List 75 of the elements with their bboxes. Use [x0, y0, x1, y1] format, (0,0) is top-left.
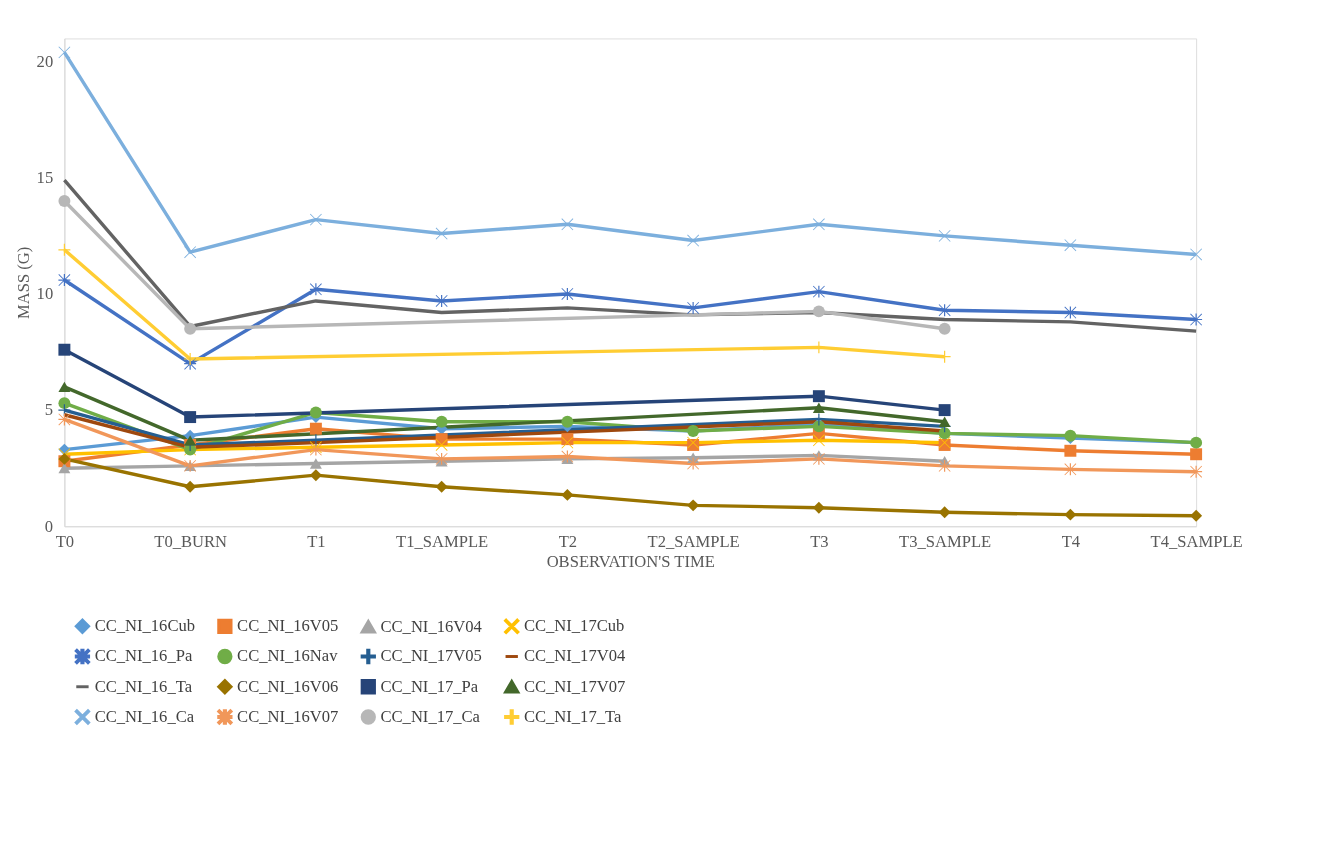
point [184, 353, 197, 365]
point [938, 404, 951, 417]
point [812, 434, 825, 447]
x-tick-label: T3_SAMPLE [899, 532, 992, 552]
legend-label: CC_NI_16V07 [237, 706, 339, 726]
y-tick-label: 0 [44, 516, 54, 536]
legend-label: CC_NI_17V05 [380, 646, 482, 666]
point [309, 458, 322, 469]
x-tick-label: T4_SAMPLE [1150, 532, 1243, 552]
point [1190, 509, 1203, 522]
point [938, 506, 951, 519]
point [938, 229, 951, 242]
point [561, 488, 574, 501]
point [184, 322, 197, 335]
legend-label: CC_NI_17V04 [523, 646, 626, 666]
point [309, 213, 322, 226]
point [58, 195, 71, 208]
point [184, 435, 197, 446]
point [58, 463, 71, 474]
y-tick-label: 10 [36, 284, 54, 304]
point [435, 438, 448, 451]
point [561, 287, 574, 300]
point [812, 285, 825, 298]
legend-label: CC_NI_16Nav [237, 646, 339, 666]
x-axis-title: OBSERVATION'S TIME [546, 551, 715, 571]
point [58, 274, 71, 286]
point [1190, 448, 1203, 461]
point [1190, 465, 1203, 478]
x-tick-label: T0_BURN [154, 532, 228, 552]
point [812, 402, 825, 413]
point [938, 322, 951, 335]
point [58, 343, 71, 356]
x-tick-label: T2 [558, 532, 578, 552]
legend-label: CC_NI_16V06 [237, 676, 339, 696]
y-axis-title: MASS (G) [13, 246, 33, 319]
legend-label: CC_NI_17V07 [523, 676, 626, 696]
x-tick-label: T1 [307, 532, 326, 552]
point [687, 457, 700, 470]
point [687, 234, 700, 247]
y-tick-label: 5 [44, 400, 54, 420]
point [561, 415, 574, 428]
point [58, 397, 71, 410]
point [938, 459, 951, 472]
legend-label: CC_NI_16_Ca [94, 706, 195, 726]
legend-label: CC_NI_17Cub [523, 616, 625, 636]
point [435, 415, 448, 428]
legend-label: CC_NI_16V04 [380, 616, 483, 636]
point [812, 305, 825, 318]
x-tick-label: T1_SAMPLE [396, 532, 489, 552]
legend-label: CC_NI_17_Pa [380, 676, 479, 696]
point [687, 301, 700, 314]
point [938, 416, 951, 427]
x-tick-label: T0 [55, 532, 75, 552]
x-tick-label: T2_SAMPLE [647, 532, 740, 552]
point [309, 283, 322, 296]
point [58, 381, 71, 393]
point [1064, 239, 1077, 252]
legend-label: CC_NI_16_Ta [94, 676, 193, 696]
legend-label: CC_NI_16Cub [94, 616, 196, 636]
legend-label: CC_NI_17_Ca [380, 706, 481, 726]
legend-label: CC_NI_16_Pa [94, 646, 193, 666]
point [435, 452, 448, 465]
point [1190, 248, 1203, 261]
point [435, 294, 448, 307]
legend-label: CC_NI_17_Ta [523, 706, 622, 726]
x-tick-label: T4 [1061, 532, 1081, 552]
legend-label: CC_NI_16V05 [237, 616, 339, 636]
point [184, 411, 197, 424]
point [1064, 444, 1077, 457]
y-tick-label: 15 [36, 168, 54, 188]
point [309, 406, 322, 419]
y-tick-label: 20 [36, 52, 54, 72]
point [309, 422, 322, 435]
point [812, 390, 825, 403]
x-tick-label: T3 [810, 532, 829, 552]
